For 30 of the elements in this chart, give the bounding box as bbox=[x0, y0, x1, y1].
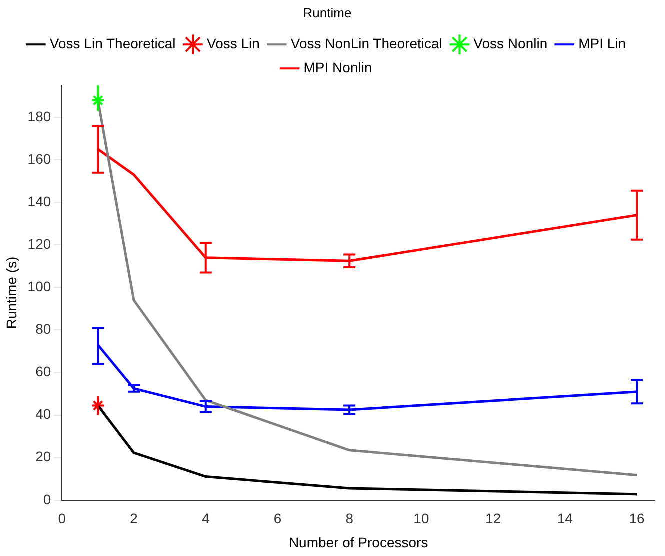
legend-label: MPI Lin bbox=[578, 35, 626, 52]
x-tick-label: 16 bbox=[629, 510, 646, 527]
y-tick-label: 180 bbox=[28, 108, 52, 124]
legend-label: Voss Lin Theoretical bbox=[50, 35, 176, 52]
y-tick-label: 0 bbox=[43, 491, 52, 508]
x-tick-label: 12 bbox=[486, 510, 502, 527]
legend-label: Voss NonLin Theoretical bbox=[290, 35, 442, 52]
x-tick-label: 6 bbox=[274, 510, 282, 527]
y-tick-label: 160 bbox=[28, 150, 52, 167]
y-tick-label: 60 bbox=[36, 364, 52, 380]
x-tick-label: 4 bbox=[202, 510, 210, 527]
chart-title: Runtime bbox=[303, 5, 352, 20]
y-axis-title: Runtime (s) bbox=[3, 256, 20, 330]
x-axis-title: Number of Processors bbox=[288, 534, 428, 550]
x-tick-label: 2 bbox=[130, 510, 138, 527]
legend-label: Voss Nonlin bbox=[474, 35, 548, 52]
x-tick-label: 14 bbox=[557, 510, 574, 527]
y-tick-label: 40 bbox=[36, 406, 52, 422]
y-tick-label: 20 bbox=[36, 448, 52, 465]
x-tick-label: 0 bbox=[58, 510, 66, 527]
point bbox=[91, 398, 106, 413]
y-tick-label: 100 bbox=[28, 278, 52, 295]
point bbox=[91, 93, 106, 108]
y-tick-label: 140 bbox=[28, 193, 52, 210]
x-tick-label: 10 bbox=[414, 510, 430, 527]
legend-label: MPI Nonlin bbox=[304, 59, 372, 76]
legend-label: Voss Lin bbox=[207, 35, 260, 52]
y-tick-label: 80 bbox=[36, 321, 52, 338]
x-tick-label: 8 bbox=[346, 510, 354, 527]
y-tick-label: 120 bbox=[28, 236, 52, 252]
